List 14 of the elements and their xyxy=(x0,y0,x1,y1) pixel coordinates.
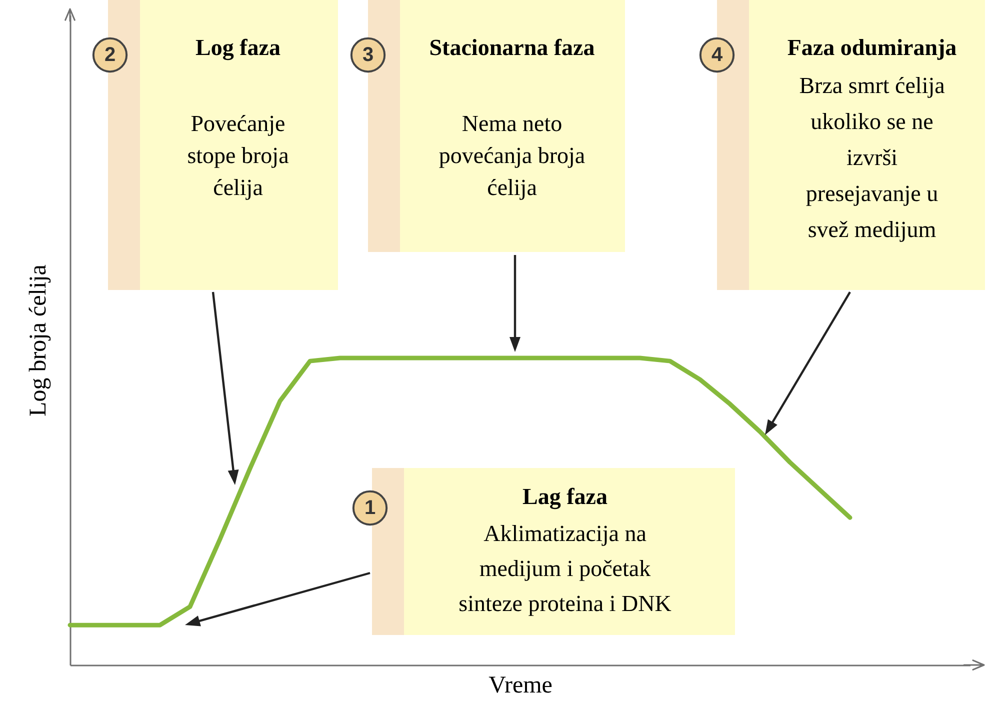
text: 4 xyxy=(711,44,724,66)
text: 3 xyxy=(362,44,374,66)
text: Brza smrt ćelija ukoliko se ne izvrši presejavanje u svež medijum xyxy=(799,73,945,242)
text: Nema neto povećanja broja ćelija xyxy=(438,111,586,200)
text: Faza odumiranja xyxy=(787,35,958,60)
annotation: 1 xyxy=(364,497,376,519)
text: Log faza xyxy=(196,35,281,61)
text: 2 xyxy=(104,44,116,66)
x-axis-title: Vreme xyxy=(488,672,552,698)
text: Povećanje stope broja ćelija xyxy=(187,111,289,200)
y-axis-title: Log broja ćelija xyxy=(26,264,52,416)
annotation: Lag faza xyxy=(522,484,608,510)
text: Stacionarna faza xyxy=(429,35,596,60)
annotation: Aklimatizacija na medijum i početak sinteze proteina i DNK xyxy=(458,521,672,616)
